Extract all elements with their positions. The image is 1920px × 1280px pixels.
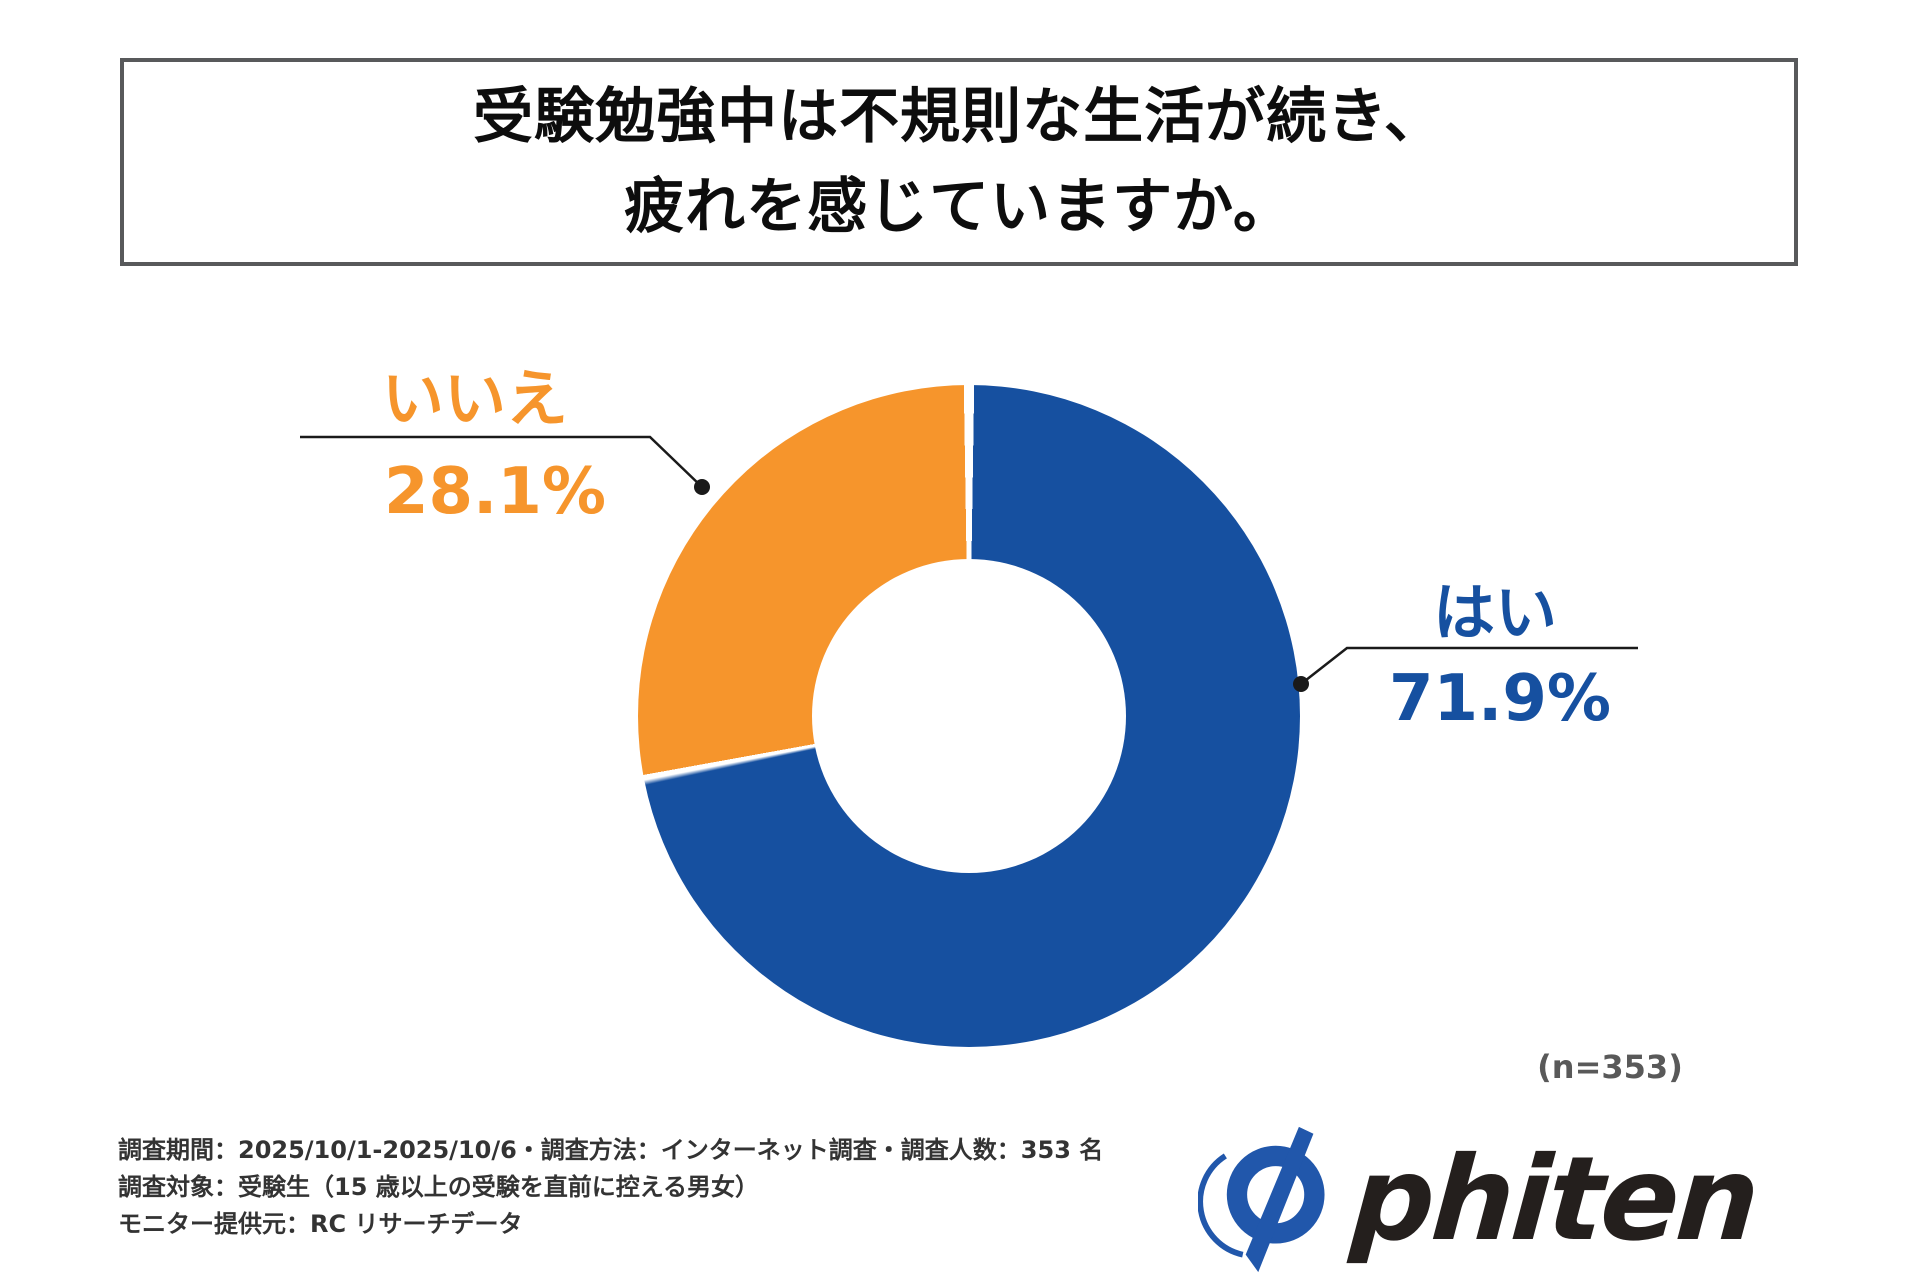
donut-chart-hole [812, 559, 1126, 873]
leader-dot-no [694, 479, 710, 495]
title-box: 受験勉強中は不規則な生活が続き、 疲れを感じていますか。 [120, 58, 1798, 266]
footnote-line-1: 調査期間：2025/10/1-2025/10/6・調査方法：インターネット調査・… [118, 1136, 1104, 1164]
survey-footnote: 調査期間：2025/10/1-2025/10/6・調査方法：インターネット調査・… [118, 1132, 1103, 1243]
phiten-logo-wordmark: phiten [1347, 1132, 1761, 1267]
callout-yes-value: 71.9% [1388, 662, 1612, 736]
callout-no-value: 28.1% [383, 455, 607, 529]
phiten-logo: phiten [1198, 1125, 1761, 1275]
donut-chart [638, 385, 1300, 1047]
footnote-line-2: 調査対象：受験生（15 歳以上の受験を直前に控える男女） [118, 1173, 760, 1201]
callout-yes-label: はい [1432, 576, 1557, 649]
sample-size-note: (n=353) [1537, 1048, 1683, 1086]
footnote-line-3: モニター提供元：RC リサーチデータ [118, 1210, 523, 1238]
title-line-2: 疲れを感じていますか。 [624, 172, 1294, 242]
title-line-1: 受験勉強中は不規則な生活が続き、 [473, 82, 1445, 152]
phiten-logo-icon [1198, 1126, 1325, 1273]
callout-no-label: いいえ [381, 362, 568, 435]
